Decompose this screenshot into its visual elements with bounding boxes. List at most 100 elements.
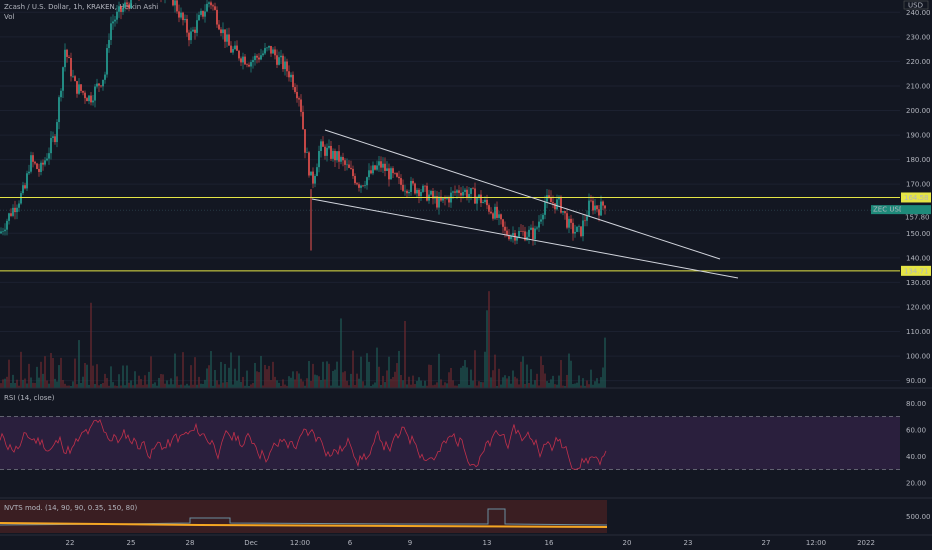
volume-bar: [40, 361, 42, 388]
volume-bar: [320, 380, 322, 388]
candle: [574, 231, 576, 234]
candle: [90, 95, 92, 103]
volume-bar: [510, 383, 512, 388]
candle: [260, 55, 262, 60]
volume-bar: [264, 364, 266, 388]
volume-bar: [446, 383, 448, 388]
volume-bar: [10, 382, 12, 388]
rsi-band: [0, 416, 900, 470]
volume-bar: [372, 384, 374, 388]
candle: [56, 122, 58, 143]
currency-badge: [903, 0, 929, 10]
candle: [490, 211, 492, 214]
candle: [82, 90, 84, 93]
candle: [328, 145, 330, 148]
candle: [290, 74, 292, 78]
volume-bar: [178, 384, 180, 388]
candle: [70, 58, 72, 77]
volume-bar: [538, 385, 540, 388]
volume-bar: [112, 382, 114, 388]
volume-bar: [590, 369, 592, 388]
volume-bar: [202, 383, 204, 388]
volume-bar: [400, 374, 402, 388]
candle: [510, 235, 512, 240]
volume-bar: [150, 356, 152, 388]
volume-bar: [212, 385, 214, 388]
volume-bar: [382, 375, 384, 388]
volume-bar: [416, 380, 418, 388]
time-tick-label-5: 6: [348, 539, 353, 547]
candle: [504, 226, 506, 231]
candle: [242, 56, 244, 63]
candle: [272, 49, 274, 54]
volume-bar: [550, 379, 552, 388]
candle: [230, 45, 232, 53]
level-badge-1: [901, 265, 931, 276]
volume-bar: [482, 382, 484, 388]
time-tick-label-12: 12:00: [806, 539, 826, 547]
candle: [104, 74, 106, 80]
candle: [62, 67, 64, 91]
candle: [34, 161, 36, 164]
volume-bar: [206, 368, 208, 388]
candle: [12, 207, 14, 216]
volume-bar: [196, 384, 198, 388]
candle: [296, 91, 298, 99]
candle: [32, 155, 34, 162]
volume-bar: [242, 376, 244, 388]
candle: [468, 193, 470, 198]
candle: [316, 167, 318, 176]
volume-bar: [234, 368, 236, 388]
volume-bar: [588, 384, 590, 388]
volume-bar: [342, 372, 344, 388]
volume-bar: [286, 385, 288, 388]
candle: [470, 188, 472, 194]
candle: [404, 190, 406, 192]
volume-bar: [134, 371, 136, 388]
candle: [600, 201, 602, 216]
volume-bar: [458, 384, 460, 388]
candle: [568, 218, 570, 228]
candle: [302, 111, 304, 130]
candle: [78, 84, 80, 94]
volume-bar: [404, 320, 406, 388]
price-tick-label-14: 90.00: [906, 377, 926, 385]
volume-bar: [198, 376, 200, 388]
volume-bar: [102, 382, 104, 388]
volume-bar: [516, 378, 518, 388]
volume-bar: [104, 373, 106, 388]
candle: [108, 39, 110, 49]
candle: [248, 64, 250, 67]
price-tick-label-8: 150.00: [906, 230, 931, 238]
candle: [200, 10, 202, 15]
rsi-line: [0, 419, 607, 470]
candle: [240, 58, 242, 63]
price-tick-label-2: 220.00: [906, 58, 931, 66]
candle: [432, 190, 434, 199]
volume-bar: [488, 291, 490, 388]
price-tick-label-9: 140.00: [906, 254, 931, 262]
volume-bar: [106, 378, 108, 388]
volume-bar: [4, 378, 6, 388]
candle: [94, 86, 96, 101]
candle: [306, 152, 308, 154]
candle: [66, 49, 68, 57]
candle: [444, 197, 446, 199]
volume-bar: [542, 365, 544, 388]
candle: [500, 214, 502, 220]
candle: [110, 23, 112, 40]
volume-bar: [406, 384, 408, 388]
volume-bar: [116, 385, 118, 388]
candle: [208, 2, 210, 4]
candle: [48, 153, 50, 159]
candle: [112, 21, 114, 24]
volume-bar: [136, 384, 138, 388]
candle: [192, 29, 194, 32]
volume-bar: [518, 384, 520, 388]
volume-bar: [16, 379, 18, 388]
price-tick-label-7: 170.00: [906, 181, 931, 189]
candle: [28, 171, 30, 174]
candle: [322, 141, 324, 147]
volume-bar: [348, 385, 350, 388]
